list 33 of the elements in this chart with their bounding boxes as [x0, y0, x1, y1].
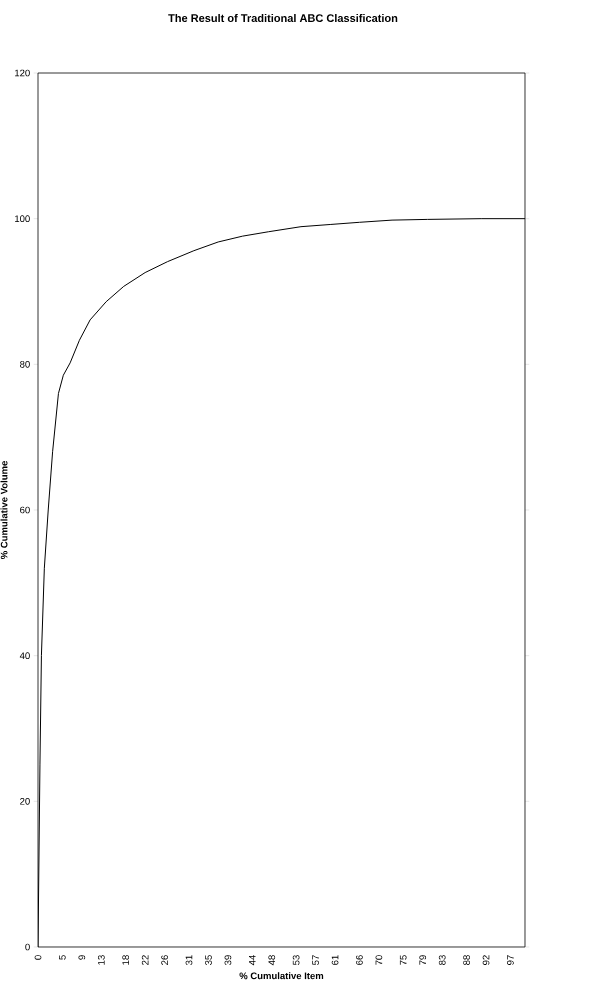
x-tick-label: 5 — [59, 955, 66, 960]
x-tick-label: 53 — [292, 955, 300, 965]
x-tick-label: 75 — [399, 955, 407, 965]
y-tick-label: 100 — [15, 215, 30, 223]
x-tick-label: 48 — [268, 955, 276, 966]
x-tick-label: 39 — [224, 955, 232, 965]
x-tick-label: 83 — [438, 955, 446, 965]
x-tick-label: 22 — [141, 955, 149, 965]
x-tick-label: 79 — [419, 955, 427, 965]
x-tick-label: 97 — [507, 955, 514, 965]
y-tick-label: 20 — [20, 797, 30, 805]
x-tick-label: 0 — [34, 955, 42, 960]
x-tick-label: 13 — [97, 955, 105, 965]
x-tick-label: 44 — [249, 955, 256, 966]
x-tick-label: 9 — [78, 955, 86, 960]
x-tick-label: 70 — [375, 955, 383, 965]
x-tick-label: 57 — [312, 955, 319, 965]
x-tick-label: 88 — [463, 955, 470, 965]
x-tick-label: 61 — [331, 955, 339, 965]
y-tick-label: 0 — [25, 943, 30, 951]
y-tick-label: 80 — [20, 360, 30, 368]
x-tick-label: 66 — [356, 955, 363, 965]
x-tick-label: 31 — [185, 955, 193, 965]
x-tick-label: 92 — [482, 955, 490, 965]
y-tick-label: 60 — [20, 506, 30, 514]
chart-title: The Result of Traditional ABC Classification — [168, 13, 398, 23]
x-tick-label: 18 — [122, 955, 130, 965]
x-tick-label: 35 — [205, 955, 212, 965]
x-axis-title: % Cumulative Item — [239, 972, 324, 980]
y-axis-title: % Cumulative Volume — [0, 461, 8, 560]
x-tick-label: 26 — [161, 955, 168, 965]
y-tick-label: 120 — [15, 69, 30, 77]
y-tick-label: 40 — [19, 652, 30, 660]
